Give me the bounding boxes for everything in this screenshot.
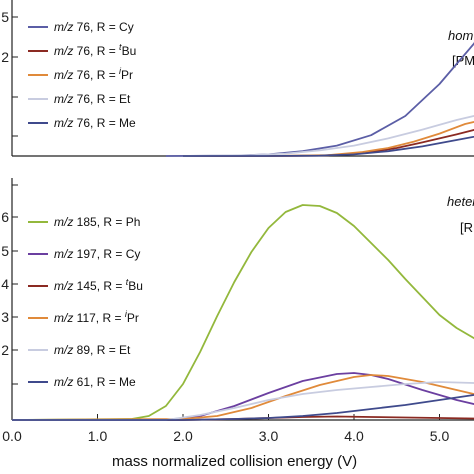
bottom-series-line [11,204,474,421]
bottom-x-tick-label: 0.0 [2,428,22,444]
bottom-x-tick-label: 5.0 [430,428,450,444]
top-legend-label: m/z 76, R = Et [54,92,131,106]
top-series-line [183,128,474,157]
bottom-panel-annotation: [R [460,220,473,235]
bottom-y-tick-label: 6 [1,209,9,225]
top-y-tick-label: 2 [1,49,9,65]
bottom-x-tick-label: 4.0 [344,428,364,444]
top-legend: m/z 76, R = Cy m/z 76, R = tBu m/z 76, R =… [28,20,136,130]
bottom-y-tick-label: 3 [1,309,9,325]
top-legend-label: m/z 76, R = Me [54,116,136,130]
bottom-x-ticks: 0.0 1.0 2.0 3.0 4.0 5.0 [2,414,449,444]
bottom-series-lines [11,204,474,421]
bottom-series-line [12,381,474,421]
bottom-x-tick-label: 1.0 [88,428,108,444]
top-series-lines [165,42,474,157]
bottom-legend: m/z 185, R = Ph m/z 197, R = Cy m/z 145, R… [28,215,143,389]
top-legend-label: m/z 76, R = tBu [54,42,136,58]
top-panel: 5 2 hom [PM m/z 76, R = Cym/z 76, R = tB… [1,0,474,157]
bottom-legend-label: m/z 185, R = Ph [54,215,140,229]
bottom-y-tick-label: 2 [1,342,9,358]
bottom-x-tick-label: 3.0 [259,428,279,444]
bottom-y-tick-label: 5 [1,243,9,259]
bottom-legend-label: m/z 117, R = iPr [54,309,139,325]
top-series-line [165,42,474,157]
top-legend-label: m/z 76, R = Cy [54,20,134,34]
top-series-line [182,115,474,157]
bottom-legend-label: m/z 89, R = Et [54,343,131,357]
bottom-panel-annotation: heter [447,194,474,209]
bottom-y-tick-label: 4 [1,276,9,292]
bottom-panel: 6 5 4 3 2 heter [R 0.0 1.0 2.0 3.0 4.0 5.0 m/… [1,178,474,470]
bottom-series-line [11,374,474,421]
top-legend-label: m/z 76, R = iPr [54,66,133,82]
top-panel-annotation: hom [448,28,473,43]
bottom-x-tick-label: 2.0 [173,428,193,444]
top-series-line [183,135,474,157]
bottom-legend-label: m/z 145, R = tBu [54,277,143,293]
bottom-legend-label: m/z 61, R = Me [54,375,136,389]
bottom-legend-label: m/z 197, R = Cy [54,247,140,261]
x-axis-label: mass normalized collision energy (V) [112,453,357,470]
bottom-series-line [12,394,474,421]
top-y-tick-label: 5 [1,9,9,25]
